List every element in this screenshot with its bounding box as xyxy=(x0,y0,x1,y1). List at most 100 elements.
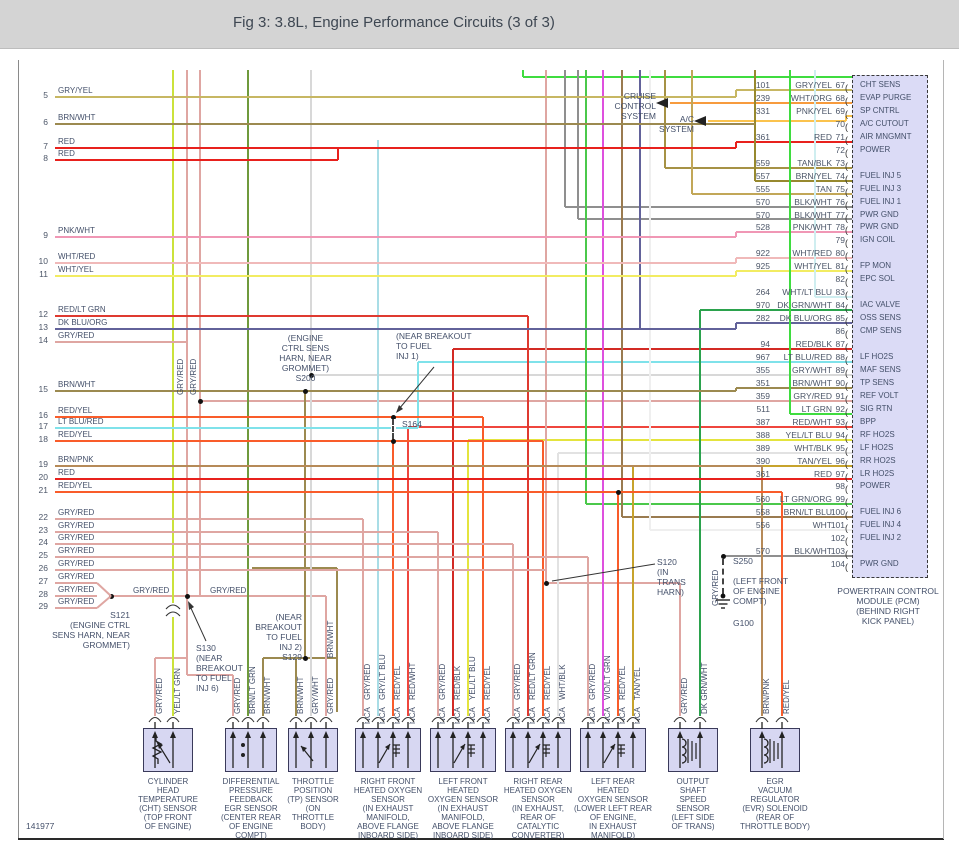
sensor-wire-color-label: RED/YEL xyxy=(543,665,552,700)
splice-s130-label: S130 (NEAR BREAKOUT TO FUEL INJ 6) xyxy=(196,643,243,693)
pcm-circuit-number: 970 xyxy=(755,300,770,310)
pcm-pin-function-label: IAC VALVE xyxy=(860,300,901,309)
left-wire-color-label: GRY/RED xyxy=(58,521,95,530)
pcm-terminal-icon: ( xyxy=(845,368,848,378)
pcm-terminal-icon: ( xyxy=(845,303,848,313)
wire-brn-pnk xyxy=(761,466,763,717)
wire-dk-blu-org xyxy=(735,323,737,329)
pcm-terminal-icon: ( xyxy=(845,161,848,171)
title-bar xyxy=(0,0,959,49)
pcm-pin-number: 80 xyxy=(835,248,845,258)
wire-dk-grn-wht xyxy=(700,309,852,311)
left-pin-number: 12 xyxy=(38,309,48,319)
pcm-terminal-icon: ( xyxy=(845,407,848,417)
splice-s164-dashed-link xyxy=(392,419,394,439)
pcm-circuit-number: 528 xyxy=(755,222,770,232)
pcm-circuit-number: 570 xyxy=(755,210,770,220)
pcm-terminal-icon: ( xyxy=(845,497,848,507)
pcm-pin-function-label: A/C CUTOUT xyxy=(860,119,909,128)
wire-wht-yel xyxy=(55,275,736,277)
pcm-pin-number: 71 xyxy=(835,132,845,142)
left-wire-color-label: GRY/RED xyxy=(58,533,95,542)
pcm-pin-number: 81 xyxy=(835,261,845,271)
pcm-wire-color-label: PNK/WHT xyxy=(792,222,832,232)
wire-yel-lt-blu xyxy=(468,439,852,441)
wire-color-label-vertical: GRY/RED xyxy=(711,569,720,606)
pcm-circuit-number: 555 xyxy=(755,184,770,194)
splice-dot xyxy=(391,439,396,444)
pcm-terminal-icon: ( xyxy=(845,200,848,210)
wire-gry-red xyxy=(437,532,439,717)
wire-wht-lt-blu xyxy=(815,296,852,298)
left-pin-number: 15 xyxy=(38,384,48,394)
frame-left-border xyxy=(18,60,19,840)
pcm-terminal-icon: ( xyxy=(845,83,848,93)
wire-gry-red xyxy=(186,70,188,675)
wire-brn-wht xyxy=(336,568,338,712)
wire-gry-red xyxy=(546,582,680,584)
pcm-circuit-number: 359 xyxy=(755,391,770,401)
wire-blk-wht xyxy=(723,555,852,557)
nca-label: NCA xyxy=(438,707,447,724)
wire-lt-grn-org xyxy=(586,503,852,505)
wire-gry-red xyxy=(545,70,547,583)
ground-location-note: (LEFT FRONT OF ENGINE COMPT) xyxy=(733,576,789,606)
pcm-circuit-number: 282 xyxy=(755,313,770,323)
pcm-wire-color-label: WHT xyxy=(812,520,832,530)
nca-label: NCA xyxy=(558,707,567,724)
left-pin-number: 25 xyxy=(38,550,48,560)
pcm-wire-color-label: TAN/YEL xyxy=(797,456,832,466)
wire-pnk-wht xyxy=(55,236,736,238)
wire-gry-red xyxy=(55,582,97,584)
pcm-wire-color-label: WHT/LT BLU xyxy=(782,287,832,297)
pcm-terminal-icon: ( xyxy=(845,213,848,223)
nca-label: NCA xyxy=(528,707,537,724)
pcm-circuit-number: 361 xyxy=(755,132,770,142)
wire-red-yel xyxy=(482,417,484,717)
pcm-circuit-number: 967 xyxy=(755,352,770,362)
wire-gry-red xyxy=(154,658,156,717)
pcm-circuit-number: 389 xyxy=(755,443,770,453)
sensor-wire-color-label: GRY/RED xyxy=(588,663,597,700)
splice-s250-label: S250 xyxy=(733,556,753,566)
left-wire-color-label: GRY/RED xyxy=(58,546,95,555)
pcm-terminal-icon: ( xyxy=(845,394,848,404)
left-wire-color-label: RED xyxy=(58,468,75,477)
nca-label: NCA xyxy=(483,707,492,724)
o2-icon xyxy=(600,733,626,767)
pcm-circuit-number: 557 xyxy=(755,171,770,181)
pcm-circuit-number: 388 xyxy=(755,430,770,440)
pcm-circuit-number: 559 xyxy=(755,158,770,168)
left-wire-color-label: RED/YEL xyxy=(58,406,93,415)
nca-label: NCA xyxy=(453,707,462,724)
pcm-terminal-icon: ( xyxy=(845,420,848,430)
wire-pnk-yel xyxy=(708,120,846,122)
pcm-circuit-number: 387 xyxy=(755,417,770,427)
sensor-wire-color-label: BRN/WHT xyxy=(296,676,305,714)
sensor-wire-color-label: WHT/BLK xyxy=(558,664,567,700)
left-wire-color-label: GRY/RED xyxy=(58,559,95,568)
sensor-wire-color-label: BRN/PNK xyxy=(762,678,771,714)
pcm-pin-number: 97 xyxy=(835,469,845,479)
splice-dot xyxy=(391,415,396,420)
pcm-wire-color-label: BLK/WHT xyxy=(794,197,832,207)
wire-tan xyxy=(692,193,852,195)
pcm-wire-color-label: BRN/WHT xyxy=(792,378,832,388)
pcm-terminal-icon: ( xyxy=(845,484,848,494)
sensor-wire-color-label: GRY/RED xyxy=(155,677,164,714)
left-pin-number: 16 xyxy=(38,410,48,420)
pcm-pin-number: 103 xyxy=(830,546,845,556)
wire-gry-red xyxy=(55,569,546,571)
pcm-terminal-icon: ( xyxy=(845,174,848,184)
pcm-circuit-number: 556 xyxy=(755,520,770,530)
pcm-wire-color-label: BLK/WHT xyxy=(794,210,832,220)
pcm-pin-function-label: FUEL INJ 2 xyxy=(860,533,902,542)
nca-label: NCA xyxy=(633,707,642,724)
pcm-pin-function-label: FUEL INJ 5 xyxy=(860,171,902,180)
coil-icon xyxy=(755,733,781,767)
pcm-terminal-icon: ( xyxy=(845,355,848,365)
pcm-terminal-icon: ( xyxy=(845,446,848,456)
wire-gry-yel xyxy=(736,89,852,91)
left-pin-number: 23 xyxy=(38,525,48,535)
pcm-pin-function-label: SIG RTN xyxy=(860,404,893,413)
